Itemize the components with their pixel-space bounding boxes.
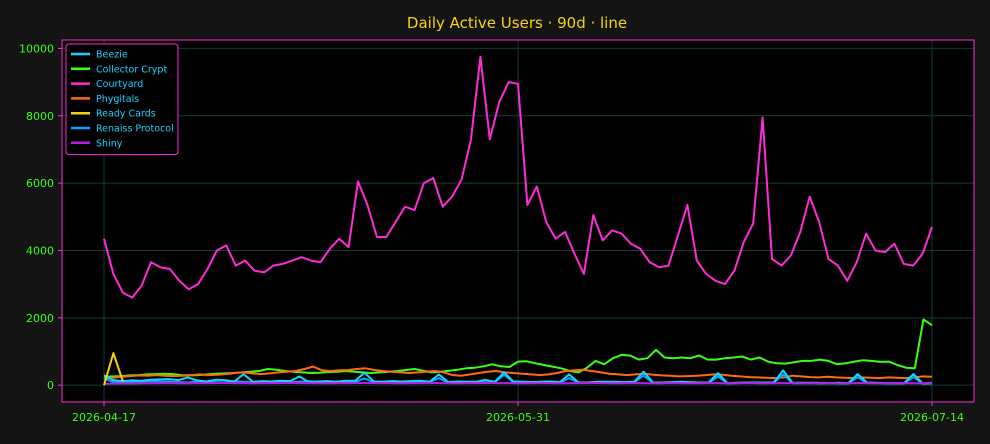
- legend-label: Courtyard: [96, 79, 143, 90]
- series-line-phygitals: [103, 365, 933, 380]
- y-tick-label: 6000: [26, 177, 54, 190]
- legend: Beezie Collector Crypt Courtyard Phygitals R…: [65, 43, 179, 156]
- axes: 0 2000 4000 6000 8000 10000 2026-04-17 2026-05-…: [19, 42, 964, 424]
- grid-lines: [62, 40, 974, 402]
- series-line-courtyard: [103, 55, 933, 299]
- y-tick-label: 2000: [26, 312, 54, 325]
- x-tick-label: 2026-04-17: [72, 411, 136, 424]
- legend-label: Collector Crypt: [96, 64, 167, 75]
- series-lines: [103, 55, 933, 386]
- series-line-ready-cards: [103, 352, 124, 386]
- legend-label: Beezie: [96, 50, 128, 61]
- y-tick-label: 8000: [26, 110, 54, 123]
- y-tick-label: 10000: [19, 42, 54, 55]
- chart-title: Daily Active Users · 90d · line: [407, 14, 627, 32]
- y-tick-label: 0: [47, 379, 54, 392]
- legend-label: Renaiss Protocol: [96, 124, 174, 135]
- legend-label: Phygitals: [96, 94, 139, 105]
- y-tick-label: 4000: [26, 244, 54, 257]
- legend-label: Ready Cards: [96, 109, 156, 120]
- x-tick-label: 2026-07-14: [900, 411, 964, 424]
- x-tick-label: 2026-05-31: [486, 411, 550, 424]
- series-line-shiny: [103, 382, 933, 385]
- legend-label: Shiny: [96, 138, 123, 149]
- legend-box: [65, 43, 179, 156]
